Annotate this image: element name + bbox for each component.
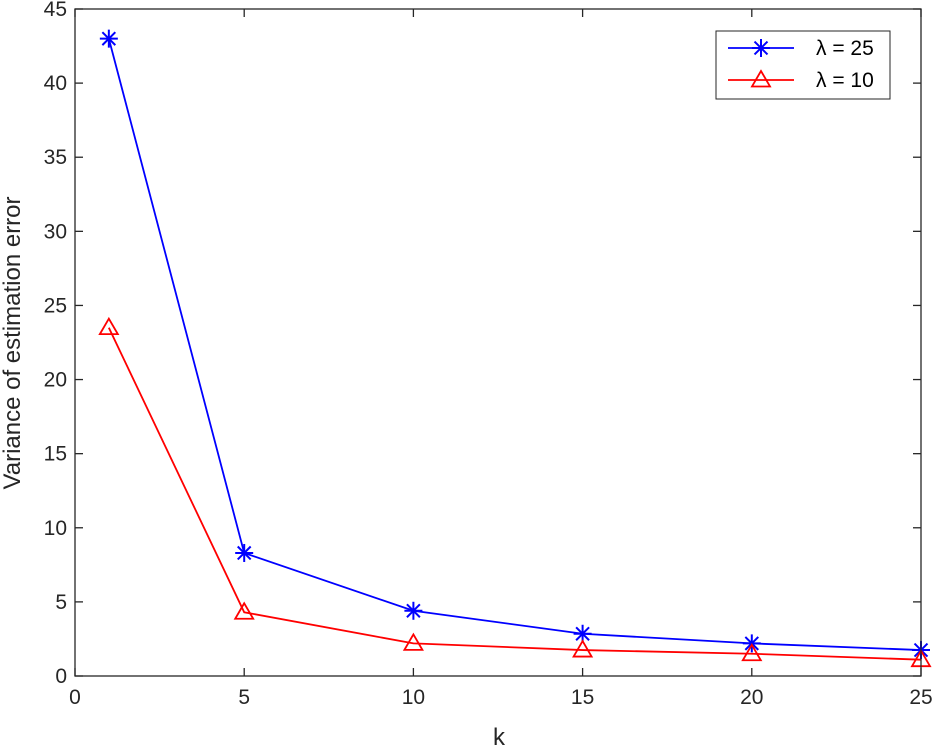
data-point-series-1 [404, 601, 423, 620]
legend-marker [750, 69, 772, 88]
y-tick-label: 0 [55, 665, 67, 688]
data-point-series-2 [741, 642, 763, 662]
y-tick-label: 25 [44, 294, 67, 317]
legend-label: λ = 10 [816, 69, 874, 92]
x-tick-label: 0 [69, 686, 81, 709]
x-tick-label: 20 [740, 686, 763, 709]
y-tick-label: 20 [44, 369, 67, 392]
legend-box [715, 30, 891, 100]
x-tick-label: 5 [238, 686, 250, 709]
x-axis-label: k [493, 724, 506, 749]
data-point-series-1 [99, 29, 118, 48]
legend-entry: λ = 25 [728, 37, 874, 60]
y-axis-label: Variance of estimation error [0, 196, 26, 489]
y-tick-label: 5 [55, 591, 67, 614]
y-tick-label: 45 [44, 0, 67, 21]
series-layer [98, 29, 932, 668]
series-line-1 [107, 38, 922, 651]
x-tick-label: 10 [402, 686, 425, 709]
data-point-series-2 [98, 316, 120, 336]
data-point-series-1 [235, 543, 254, 562]
x-tick-label: 15 [571, 686, 594, 709]
series-line-2 [108, 327, 922, 661]
axes-layer: 0 5 10 15 20 25 0 5 10 15 20 25 30 35 40 45 [44, 0, 933, 709]
data-point-series-2 [402, 632, 424, 651]
x-tick-label: 25 [909, 686, 932, 709]
y-tick-label: 15 [44, 443, 67, 466]
y-tick-label: 35 [44, 146, 67, 169]
legend-entry: λ = 10 [728, 69, 874, 92]
data-point-series-2 [572, 639, 594, 658]
legend: λ = 25 λ = 10 [715, 30, 891, 100]
data-point-series-2 [233, 601, 255, 620]
axes-box [74, 8, 922, 677]
y-tick-label: 30 [44, 220, 67, 243]
legend-label: λ = 25 [816, 37, 874, 60]
y-tick-label: 40 [44, 72, 67, 95]
y-tick-label: 10 [44, 517, 67, 540]
legend-marker [752, 39, 770, 57]
